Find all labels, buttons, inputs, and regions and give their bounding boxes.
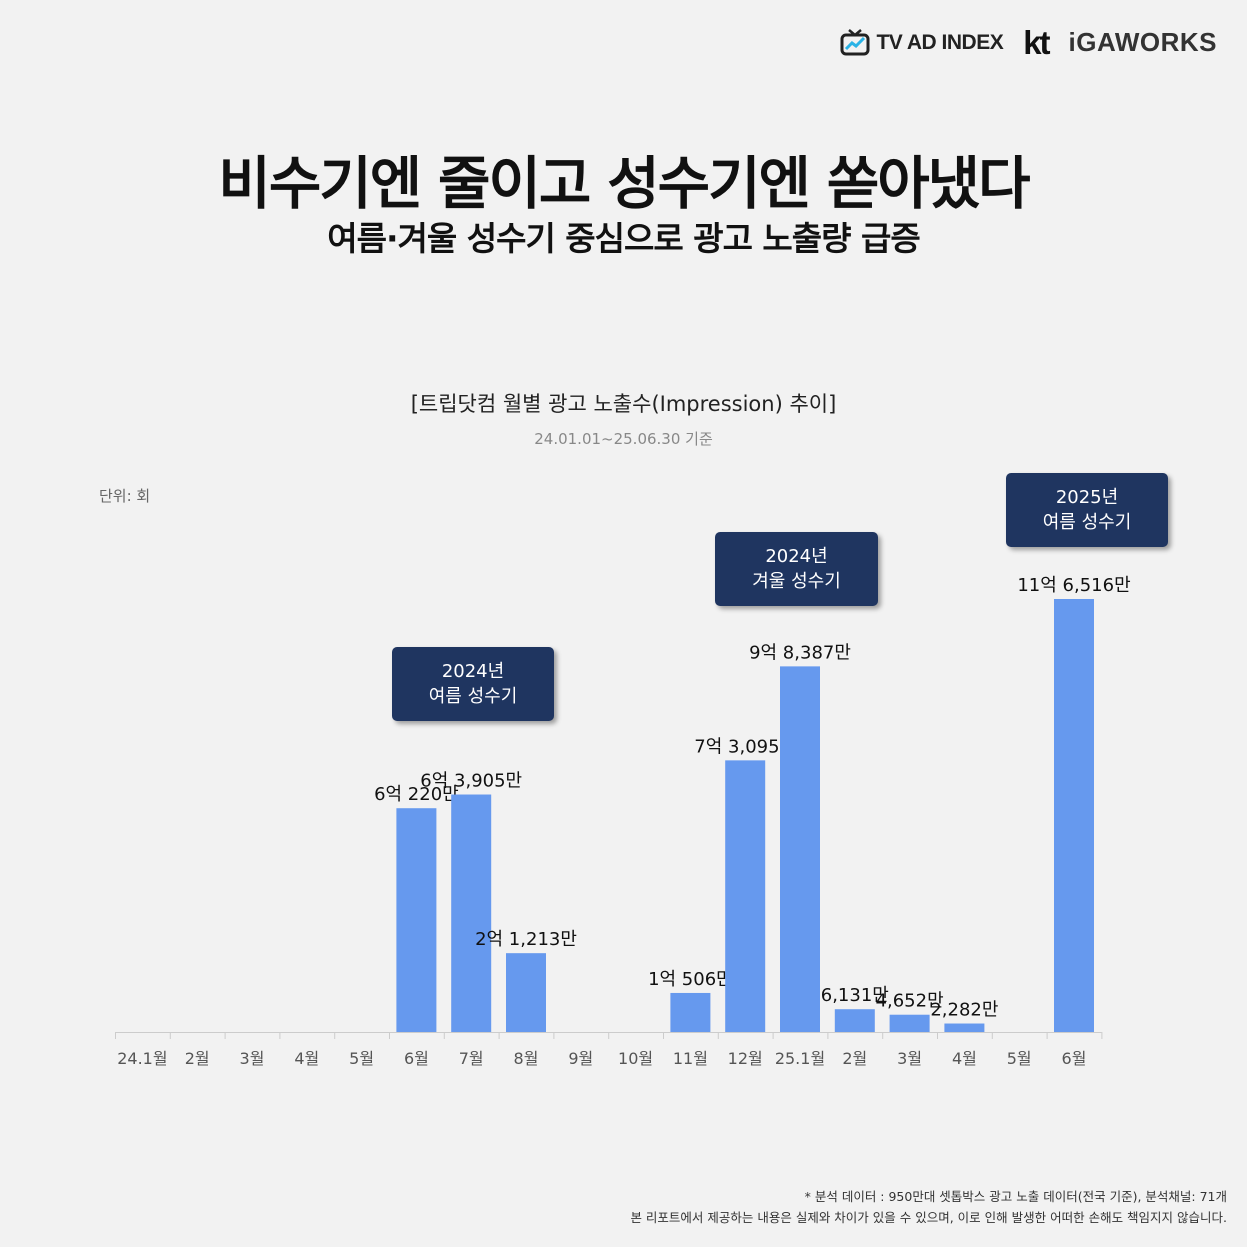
page-title: 비수기엔 줄이고 성수기엔 쏟아냈다 (218, 151, 1030, 217)
unit-label: 단위: 회 (99, 487, 151, 505)
x-tick-label: 8월 (514, 1049, 539, 1068)
x-tick-label: 24.1월 (117, 1049, 167, 1068)
data-label: 6억 220만 (374, 784, 459, 805)
x-tick-label: 5월 (349, 1049, 374, 1068)
bar (396, 808, 437, 1032)
callout-label: 여름 성수기 (1042, 512, 1132, 533)
x-tick-label: 6월 (1062, 1049, 1087, 1068)
callout-year: 2025년 (1055, 487, 1119, 508)
bar (889, 1014, 930, 1032)
callout-label: 겨울 성수기 (752, 571, 841, 592)
x-tick-label: 4월 (952, 1049, 977, 1068)
x-tick-label: 5월 (1007, 1049, 1032, 1068)
x-tick-label: 7월 (459, 1049, 484, 1068)
x-tick-label: 6월 (404, 1049, 429, 1068)
callout-year: 2024년 (765, 546, 828, 567)
data-label: 9억 8,387만 (749, 642, 851, 663)
x-tick-label: 2월 (185, 1049, 210, 1068)
bar (780, 666, 820, 1032)
footnote-disclaimer: 본 리포트에서 제공하는 내용은 실제와 차이가 있을 수 있으며, 이로 인해… (630, 1210, 1227, 1225)
chart-period: 24.01.01~25.06.30 기준 (534, 430, 713, 448)
callout-2024-winter: 2024년 겨울 성수기 (715, 532, 878, 606)
bar (725, 760, 766, 1032)
x-tick-label: 3월 (897, 1049, 922, 1068)
x-tick-label: 2월 (842, 1049, 867, 1068)
bar (451, 794, 492, 1032)
page-subtitle: 여름·겨울 성수기 중심으로 광고 노출량 급증 (327, 219, 920, 258)
bar (944, 1023, 985, 1032)
bar (834, 1009, 875, 1032)
data-label: 2,282만 (930, 1000, 998, 1021)
footnote-data-source: * 분석 데이터 : 950만대 셋톱박스 광고 노출 데이터(전국 기준), … (804, 1189, 1227, 1204)
logo-group: TV AD INDEX kt iGAWORKS (840, 26, 1217, 59)
igaworks-logo: iGAWORKS (1068, 27, 1217, 57)
kt-logo: kt (1023, 24, 1050, 61)
x-tick-label: 4월 (294, 1049, 319, 1068)
data-label: 6,131만 (821, 985, 889, 1006)
x-tick-label: 11월 (673, 1049, 708, 1068)
callout-2024-summer: 2024년 여름 성수기 (392, 647, 554, 721)
tv-icon (840, 28, 870, 55)
x-tick-label: 25.1월 (775, 1049, 825, 1068)
x-tick-label: 3월 (240, 1049, 265, 1068)
data-label: 2억 1,213만 (475, 929, 577, 950)
callout-year: 2024년 (441, 661, 505, 682)
chart-title: [트립닷컴 월별 광고 노출수(Impression) 추이] (410, 392, 837, 416)
data-label: 11억 6,516만 (1017, 575, 1130, 596)
data-label: 1억 506만 (648, 969, 733, 990)
data-label: 7억 3,095만 (694, 736, 796, 757)
tv-ad-index-logo: TV AD INDEX (840, 28, 1004, 57)
data-label: 6억 3,905만 (420, 771, 522, 792)
callout-label: 여름 성수기 (428, 686, 518, 707)
x-tick-label: 10월 (618, 1049, 653, 1068)
callout-2025-summer: 2025년 여름 성수기 (1006, 473, 1168, 547)
x-tick-label: 9월 (568, 1049, 593, 1068)
bar (1054, 599, 1094, 1032)
bar (506, 953, 546, 1032)
x-tick-label: 12월 (728, 1049, 763, 1068)
tv-ad-index-text: TV AD INDEX (876, 30, 1004, 54)
bar (670, 992, 711, 1032)
data-label: 4,652만 (876, 991, 944, 1012)
